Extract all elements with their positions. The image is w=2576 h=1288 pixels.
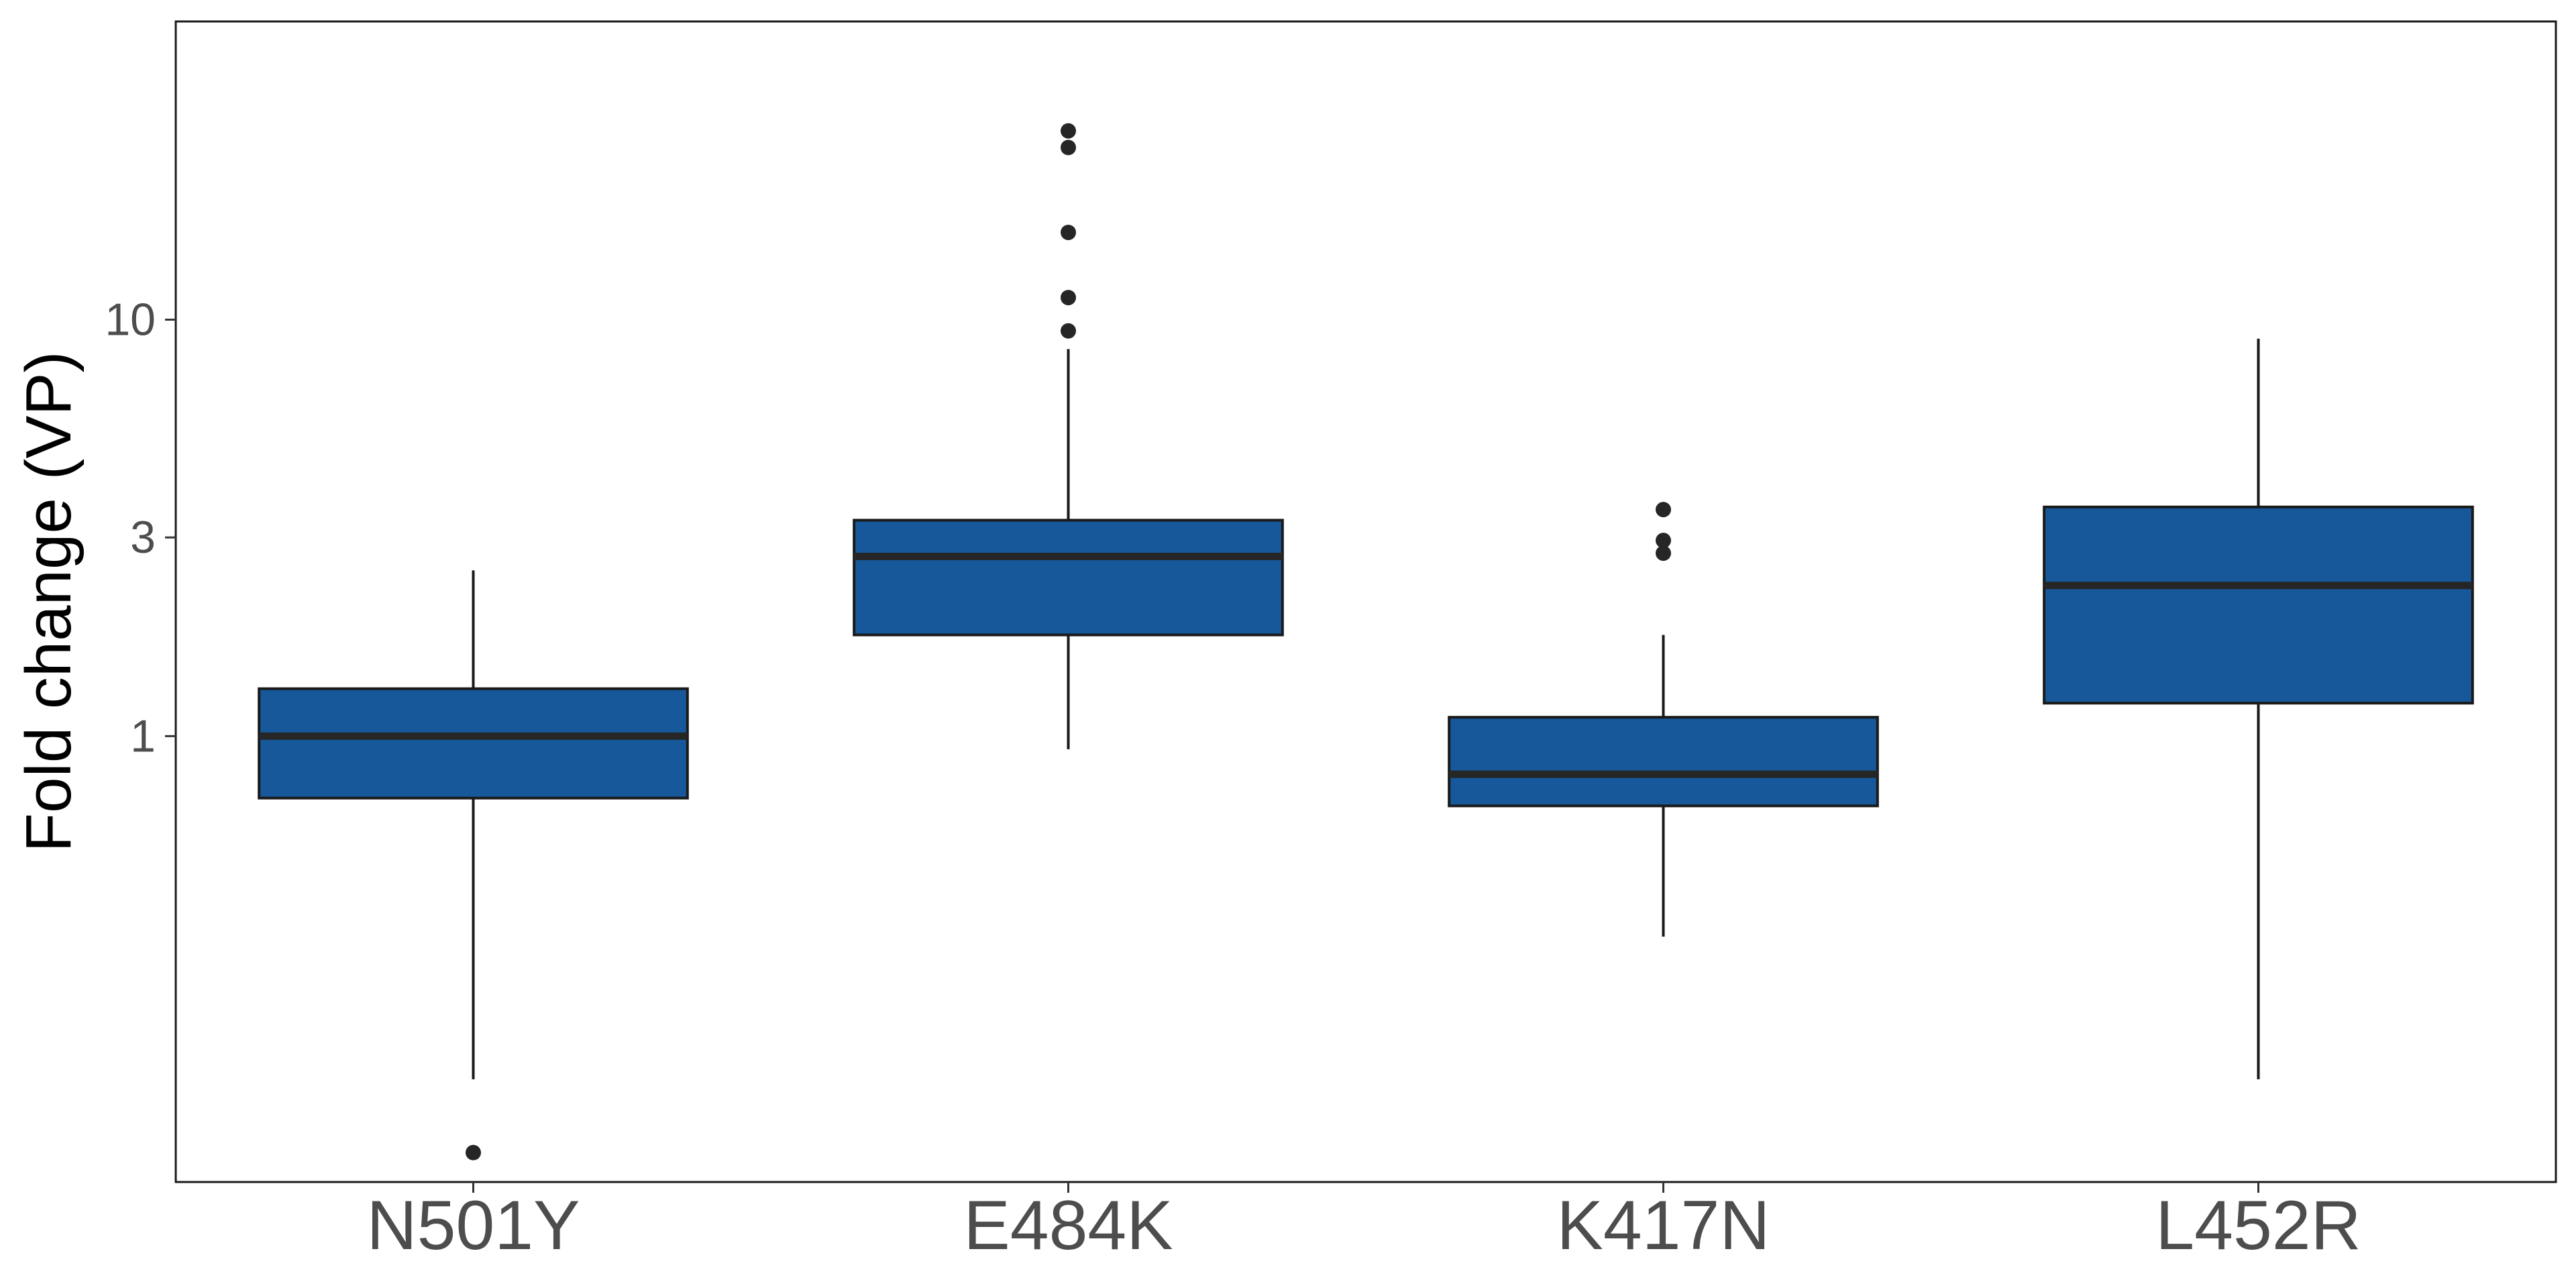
box: [258, 687, 689, 800]
box: [1448, 716, 1879, 808]
plot-area: [258, 123, 2474, 1161]
x-tick-label: N501Y: [367, 1187, 580, 1265]
x-tick-label: E484K: [963, 1187, 1173, 1265]
box-group-k417n: [1448, 502, 1879, 937]
outlier-point: [1061, 123, 1076, 139]
y-axis: 1 3 10: [105, 294, 176, 761]
y-tick-label: 3: [130, 512, 156, 563]
outlier-point: [1656, 533, 1671, 549]
box-group-e484k: [853, 123, 1284, 749]
outlier-point: [1061, 140, 1076, 156]
x-tick-label: K417N: [1557, 1187, 1770, 1265]
box-group-l452r: [2043, 338, 2474, 1079]
outlier-point: [1061, 290, 1076, 306]
x-axis: N501Y E484K K417N L452R: [367, 1182, 2361, 1265]
outlier-point: [1656, 545, 1671, 561]
outlier-point: [1061, 224, 1076, 240]
y-tick-label: 1: [130, 710, 156, 761]
outlier-point: [1656, 502, 1671, 518]
box: [853, 519, 1284, 637]
y-axis-title: Fold change (VP): [13, 351, 85, 852]
box-group-n501y: [258, 570, 689, 1161]
outlier-point: [466, 1144, 481, 1161]
panel-border: [174, 20, 2557, 1183]
x-tick-label: L452R: [2155, 1187, 2361, 1265]
box: [2043, 505, 2474, 705]
y-tick-label: 10: [105, 294, 156, 345]
outlier-point: [1061, 323, 1076, 339]
